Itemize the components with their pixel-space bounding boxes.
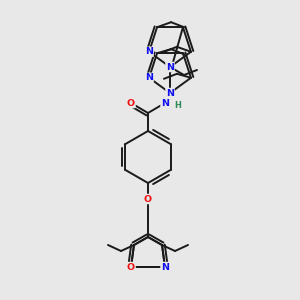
Text: N: N — [161, 262, 169, 272]
Text: N: N — [145, 73, 153, 82]
Text: N: N — [161, 98, 169, 107]
Text: O: O — [127, 262, 135, 272]
Text: N: N — [166, 88, 174, 98]
Text: N: N — [166, 62, 174, 71]
Text: N: N — [145, 47, 153, 56]
Text: H: H — [175, 100, 182, 109]
Text: O: O — [144, 194, 152, 203]
Text: O: O — [127, 98, 135, 107]
